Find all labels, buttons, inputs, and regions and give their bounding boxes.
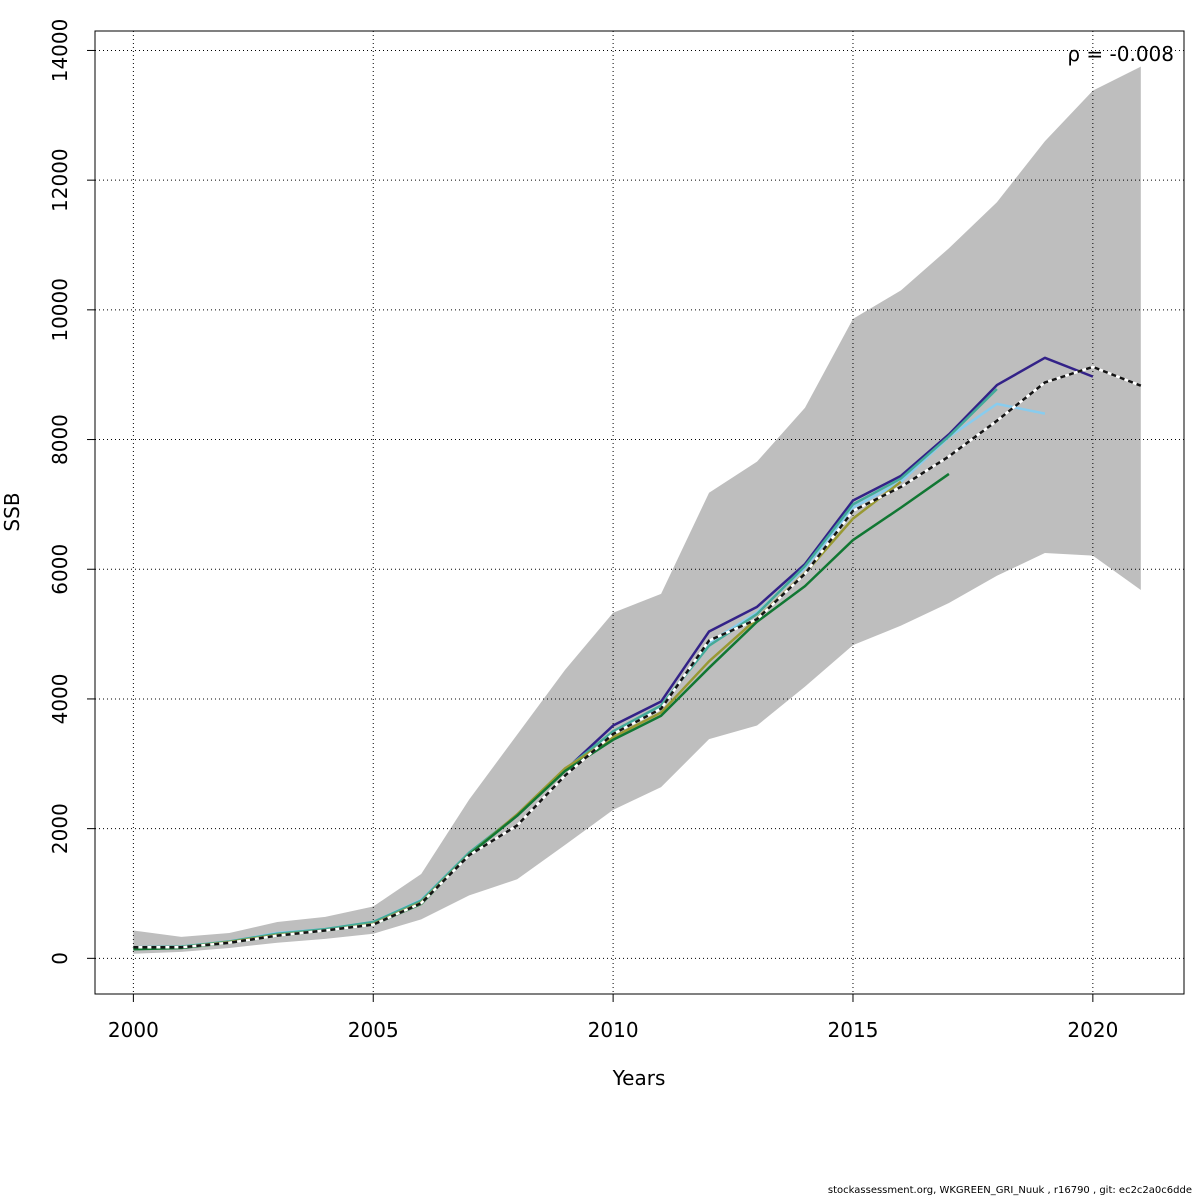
x-tick-label-2005: 2005 bbox=[348, 1018, 399, 1042]
footer-credit: stockassessment.org, WKGREEN_GRI_Nuuk , … bbox=[827, 1185, 1192, 1196]
x-tick-label-2000: 2000 bbox=[108, 1018, 159, 1042]
x-tick-label-2020: 2020 bbox=[1067, 1018, 1118, 1042]
x-tick-label-2015: 2015 bbox=[828, 1018, 879, 1042]
y-tick-label-8000: 8000 bbox=[48, 414, 72, 465]
y-tick-label-6000: 6000 bbox=[48, 544, 72, 595]
x-tick-label-2010: 2010 bbox=[588, 1018, 639, 1042]
y-tick-label-4000: 4000 bbox=[48, 673, 72, 724]
series-line-full-run bbox=[133, 365, 1142, 949]
series-layer bbox=[133, 356, 1142, 951]
axis-layer: 2000 2005 2010 2015 2020 0 2000 4000 6000 8000 100… bbox=[48, 19, 1118, 1042]
x-axis-title: Years bbox=[612, 1066, 666, 1090]
confidence-band-layer bbox=[133, 66, 1141, 954]
y-tick-label-2000: 2000 bbox=[48, 803, 72, 854]
y-tick-label-12000: 12000 bbox=[48, 148, 72, 212]
confidence-band bbox=[133, 66, 1141, 954]
rho-annotation: ρ = -0.008 bbox=[1067, 42, 1174, 66]
y-tick-label-14000: 14000 bbox=[48, 19, 72, 83]
y-axis-title: SSB bbox=[0, 492, 24, 531]
y-tick-label-10000: 10000 bbox=[48, 278, 72, 342]
y-tick-label-0: 0 bbox=[48, 952, 72, 965]
grid-layer bbox=[95, 31, 1184, 994]
